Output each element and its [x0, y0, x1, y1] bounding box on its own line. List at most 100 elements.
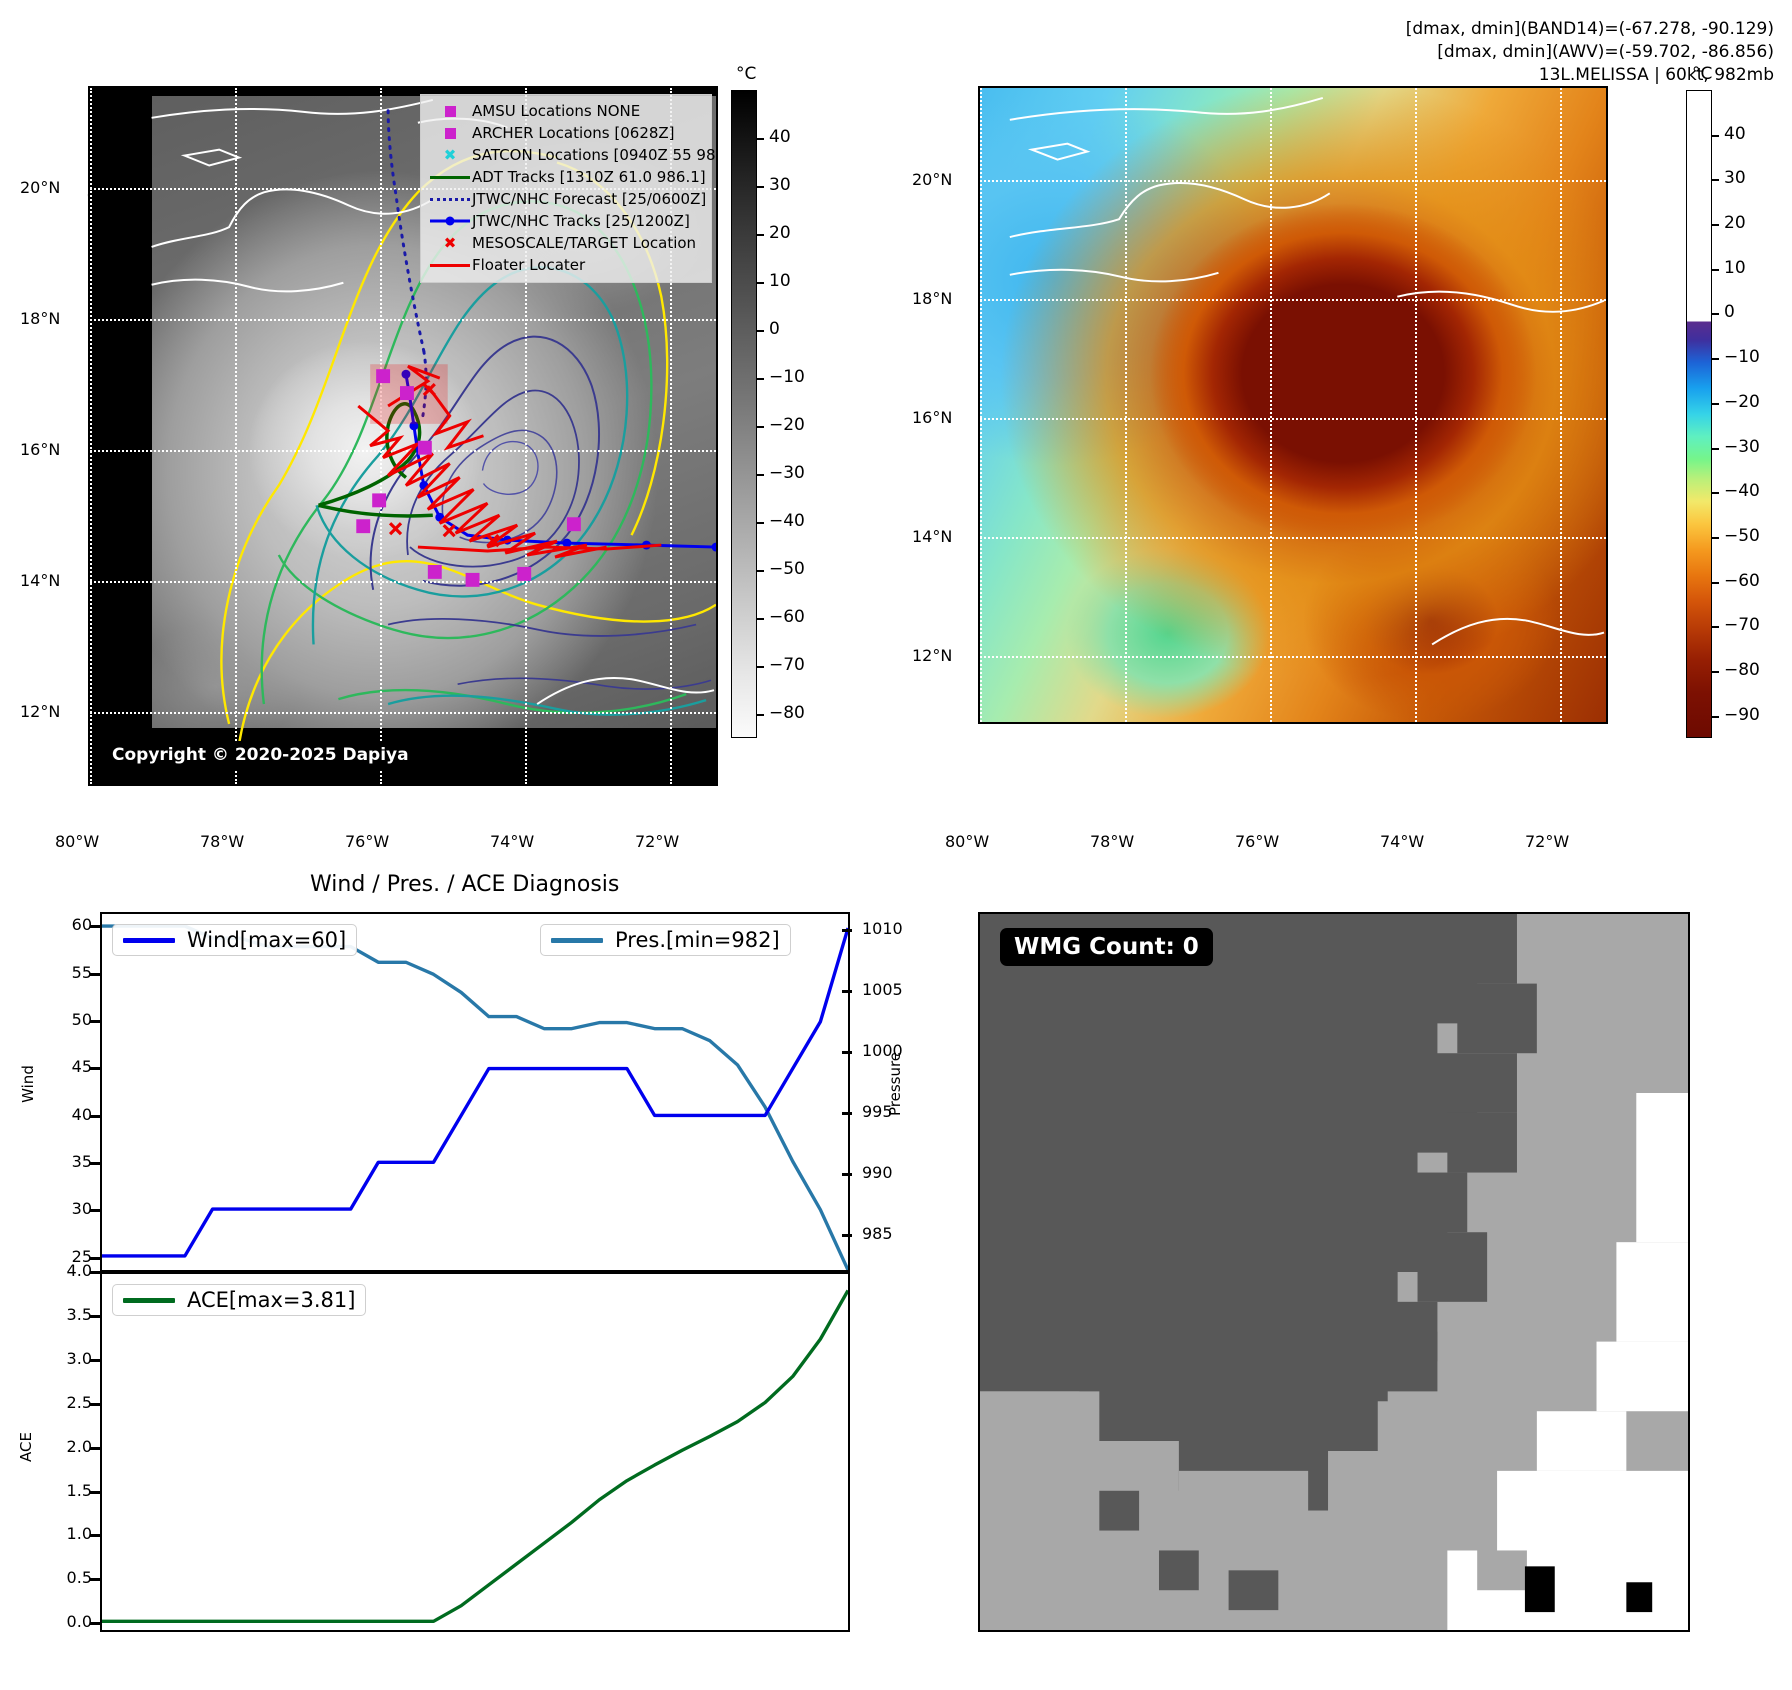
colorbar-tick-label: 10 — [769, 271, 791, 291]
wind-tick-label: 60 — [71, 915, 92, 935]
map2-coastline-overlay — [1009, 96, 1605, 646]
archer-square-icon — [428, 127, 472, 139]
wind-legend[interactable]: Wind[max=60] — [112, 924, 358, 956]
colorbar-right-unit: °C — [1692, 64, 1713, 84]
colorbar-tickmark — [1712, 179, 1719, 182]
wind-tick-label: 45 — [71, 1057, 92, 1077]
pressure-tickmark — [842, 1051, 852, 1055]
ir-satellite-map[interactable]: AMSU Locations NONE ARCHER Locations [06… — [88, 86, 718, 786]
colorbar-tickmark — [1712, 447, 1719, 450]
map1-gridline-74W — [525, 88, 527, 784]
pressure-tick-label: 1000 — [862, 1041, 903, 1061]
wind-axis-label: Wind — [19, 1065, 37, 1103]
pressure-tick-label: 995 — [862, 1102, 893, 1122]
colorbar-tickmark — [1712, 492, 1719, 495]
colorbar-tick-label: −50 — [769, 559, 805, 579]
coastline-overlay — [151, 98, 715, 705]
ace-line-swatch — [123, 1297, 175, 1303]
wind-pressure-plot — [102, 924, 848, 1270]
colorbar-tick-label: 40 — [769, 127, 791, 147]
colorbar-tickmark — [757, 138, 764, 140]
map2-gridline-14N — [980, 537, 1606, 539]
map2-ytick-20n: 20°N — [912, 170, 953, 189]
storm-track-overlay[interactable] — [90, 88, 716, 784]
colorbar-tickmark — [1712, 670, 1719, 673]
pressure-tick-label: 990 — [862, 1163, 893, 1183]
map2-gridline-80W — [980, 88, 982, 722]
ace-tickmark — [90, 1446, 100, 1450]
wmg-map-panel[interactable]: WMG Count: 0 — [978, 912, 1690, 1632]
legend-item-satcon[interactable]: ✖ SATCON Locations [0940Z 55 989] — [428, 144, 716, 166]
colorbar-tick-label: −80 — [1724, 659, 1760, 680]
ace-legend-label: ACE[max=3.81] — [187, 1288, 356, 1312]
pressure-tick-label: 1010 — [862, 919, 903, 939]
ace-plot — [102, 1289, 848, 1623]
ace-legend[interactable]: ACE[max=3.81] — [112, 1284, 367, 1316]
wind-tickmark — [90, 972, 100, 976]
colorbar-tickmark — [1712, 715, 1719, 718]
colorbar-tick-label: 20 — [1724, 213, 1746, 234]
wind-tickmark — [90, 1019, 100, 1023]
colorbar-tick-label: 20 — [769, 223, 791, 243]
ace-tickmark — [90, 1578, 100, 1582]
pressure-tickmark — [842, 929, 852, 933]
wind-pressure-chart[interactable] — [100, 912, 850, 1272]
colorbar-tick-label: −80 — [769, 703, 805, 723]
colorbar-left — [731, 90, 757, 738]
map2-gridline-12N — [980, 656, 1606, 658]
colorbar-tick-label: −30 — [1724, 436, 1760, 457]
map1-xtick-78w: 78°W — [200, 832, 245, 851]
map2-gridline-20N — [980, 180, 1606, 182]
map2-gridline-72W — [1560, 88, 1562, 722]
legend-item-adt[interactable]: ADT Tracks [1310Z 61.0 986.1] — [428, 166, 706, 188]
colorbar-tick-label: −60 — [769, 607, 805, 627]
colorbar-tickmark — [1712, 626, 1719, 629]
legend-label: AMSU Locations NONE — [472, 102, 641, 120]
wind-tickmark — [90, 1256, 100, 1260]
map1-ytick-20n: 20°N — [20, 178, 61, 197]
colorbar-tickmark — [757, 714, 764, 716]
ace-tickmark — [90, 1402, 100, 1406]
legend-item-tracks[interactable]: JTWC/NHC Tracks [25/1200Z] — [428, 210, 704, 232]
map2-gridline-76W — [1270, 88, 1272, 722]
ace-tickmark — [90, 1622, 100, 1626]
legend-item-floater[interactable]: Floater Locater — [428, 254, 704, 276]
pressure-legend[interactable]: Pres.[min=982] — [540, 924, 791, 956]
legend-label: ADT Tracks [1310Z 61.0 986.1] — [472, 168, 706, 186]
colorbar-tickmark — [757, 618, 764, 620]
colorbar-tickmark — [1712, 134, 1719, 137]
map1-gridline-14N — [90, 581, 716, 583]
wind-tick-label: 30 — [71, 1199, 92, 1219]
colorbar-tick-label: −70 — [769, 655, 805, 675]
ace-tick-label: 4.0 — [66, 1261, 92, 1280]
pressure-tick-label: 1005 — [862, 980, 903, 1000]
colorbar-tick-label: 0 — [1724, 302, 1735, 323]
ace-tickmark — [90, 1490, 100, 1494]
pressure-tickmark — [842, 1234, 852, 1238]
wind-tick-label: 40 — [71, 1104, 92, 1124]
mesoscale-x-icon: ✖ — [443, 233, 457, 252]
ace-series-line — [102, 1289, 848, 1623]
colorbar-tick-label: −50 — [1724, 525, 1760, 546]
legend-item-forecast[interactable]: JTWC/NHC Forecast [25/0600Z] — [428, 188, 706, 210]
legend-label: ARCHER Locations [0628Z] — [472, 124, 675, 142]
legend-item-archer[interactable]: ARCHER Locations [0628Z] — [428, 122, 704, 144]
wind-tick-label: 50 — [71, 1009, 92, 1029]
colorbar-tick-label: 10 — [1724, 257, 1746, 278]
floater-line-icon — [428, 263, 472, 267]
ace-tick-label: 2.5 — [66, 1392, 92, 1412]
pressure-legend-label: Pres.[min=982] — [615, 928, 780, 952]
ace-tick-label: 0.0 — [66, 1612, 92, 1632]
ace-chart[interactable] — [100, 1272, 850, 1632]
map1-legend[interactable]: AMSU Locations NONE ARCHER Locations [06… — [420, 94, 716, 283]
legend-item-mesoscale[interactable]: ✖ MESOSCALE/TARGET Location — [428, 232, 704, 254]
colorbar-tick-label: −40 — [769, 511, 805, 531]
pressure-tickmark — [842, 1112, 852, 1116]
map2-xtick-72w: 72°W — [1525, 832, 1570, 851]
ace-tickmark — [90, 1271, 100, 1274]
enhanced-ir-map[interactable] — [978, 86, 1608, 724]
colorbar-tick-label: −40 — [1724, 481, 1760, 502]
enhanced-ir-imagery — [980, 88, 1606, 722]
legend-item-amsu[interactable]: AMSU Locations NONE — [428, 100, 704, 122]
map1-gridline-72W — [670, 88, 672, 784]
